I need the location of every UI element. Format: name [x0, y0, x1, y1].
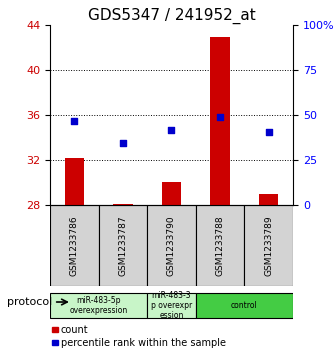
Point [72, 118, 77, 124]
FancyBboxPatch shape [196, 205, 244, 286]
Text: miR-483-5p
overexpression: miR-483-5p overexpression [70, 296, 128, 315]
Bar [52, 340, 58, 345]
FancyBboxPatch shape [99, 205, 147, 286]
Bar [113, 204, 133, 205]
Point [266, 129, 271, 135]
FancyBboxPatch shape [50, 293, 147, 318]
Title: GDS5347 / 241952_at: GDS5347 / 241952_at [88, 8, 255, 24]
Point [120, 140, 126, 146]
FancyBboxPatch shape [244, 205, 293, 286]
Text: GSM1233790: GSM1233790 [167, 215, 176, 276]
Point [217, 114, 223, 120]
FancyBboxPatch shape [50, 205, 99, 286]
Point [169, 127, 174, 132]
FancyBboxPatch shape [147, 205, 196, 286]
Text: GSM1233787: GSM1233787 [118, 215, 128, 276]
Bar [210, 37, 230, 205]
Text: GSM1233789: GSM1233789 [264, 215, 273, 276]
FancyBboxPatch shape [147, 293, 196, 318]
Bar [259, 193, 278, 205]
Text: count: count [61, 325, 88, 335]
Text: GSM1233786: GSM1233786 [70, 215, 79, 276]
Text: protocol: protocol [7, 297, 52, 307]
Text: miR-483-3
p overexpr
ession: miR-483-3 p overexpr ession [151, 290, 192, 321]
Bar [52, 327, 58, 332]
Text: percentile rank within the sample: percentile rank within the sample [61, 338, 226, 347]
Bar [162, 183, 181, 205]
Text: GSM1233788: GSM1233788 [215, 215, 225, 276]
FancyBboxPatch shape [196, 293, 293, 318]
Text: control: control [231, 301, 258, 310]
Bar [65, 158, 84, 205]
